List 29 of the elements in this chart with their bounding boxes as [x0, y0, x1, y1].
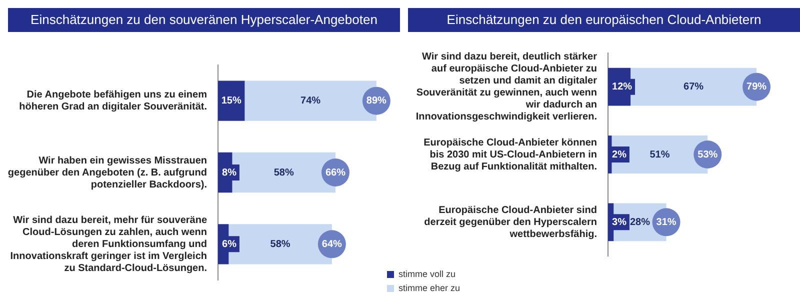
data-label: 58% [274, 167, 294, 178]
total-label: 79% [746, 82, 767, 93]
chart-title: Einschätzungen zu den europäischen Cloud-Anbietern [408, 8, 800, 32]
y-tick-label: Europäische Cloud-Anbieter können bis 2030 mit US-Cloud-Anbietern in Bezug auf Funktionalität mithalten. [424, 137, 598, 172]
data-label: 51% [650, 149, 670, 160]
data-label: 6% [222, 238, 237, 250]
data-label: 67% [684, 82, 704, 93]
data-label: 8% [222, 167, 237, 178]
data-label: 58% [270, 238, 290, 250]
legend-label: stimme eher zu [398, 283, 460, 293]
y-tick-label: Die Angebote befähigen uns zu einem höheren Grad an digitaler Souveränität. [19, 90, 208, 113]
total-label: 31% [656, 216, 676, 228]
data-label: 2% [612, 149, 627, 160]
data-label: 28% [630, 216, 650, 228]
data-label: 3% [612, 216, 627, 228]
legend-label: stimme voll zu [398, 269, 456, 279]
y-tick-label: Europäische Cloud-Anbieter sind derzeit gegenüber den Hyperscalern wettbewerbsfähig. [424, 204, 598, 240]
y-tick-label: Wir sind dazu bereit, mehr für souveräne Cloud-Lösungen zu zahlen, auch wenn deren Funktionsumfang und Innovationskraft geringer ist im Vergleich zu Standard-Cloud-Lösungen. [10, 214, 208, 274]
data-label: 15% [221, 96, 242, 107]
bar [218, 80, 245, 121]
chart-title: Einschätzungen zu den souveränen Hyperscaler-Angeboten [8, 8, 400, 32]
total-label: 89% [366, 96, 387, 107]
total-label: 64% [322, 238, 342, 250]
y-tick-label: Wir sind dazu bereit, deutlich stärker auf europäische Cloud-Anbieter zu setzen und damit an digitaler Souveränität zu gewinnen, auch wenn wir dadurch an Innovationsgeschwindigkeit verlieren. [416, 52, 598, 123]
total-label: 53% [698, 149, 718, 160]
total-label: 66% [325, 167, 346, 178]
y-tick-label: Wir haben ein gewisses Misstrauen gegenüber den Angeboten (z. B. aufgrund potenzieller Backdoors). [8, 155, 208, 190]
data-label: 74% [300, 96, 321, 107]
data-label: 12% [612, 82, 632, 93]
